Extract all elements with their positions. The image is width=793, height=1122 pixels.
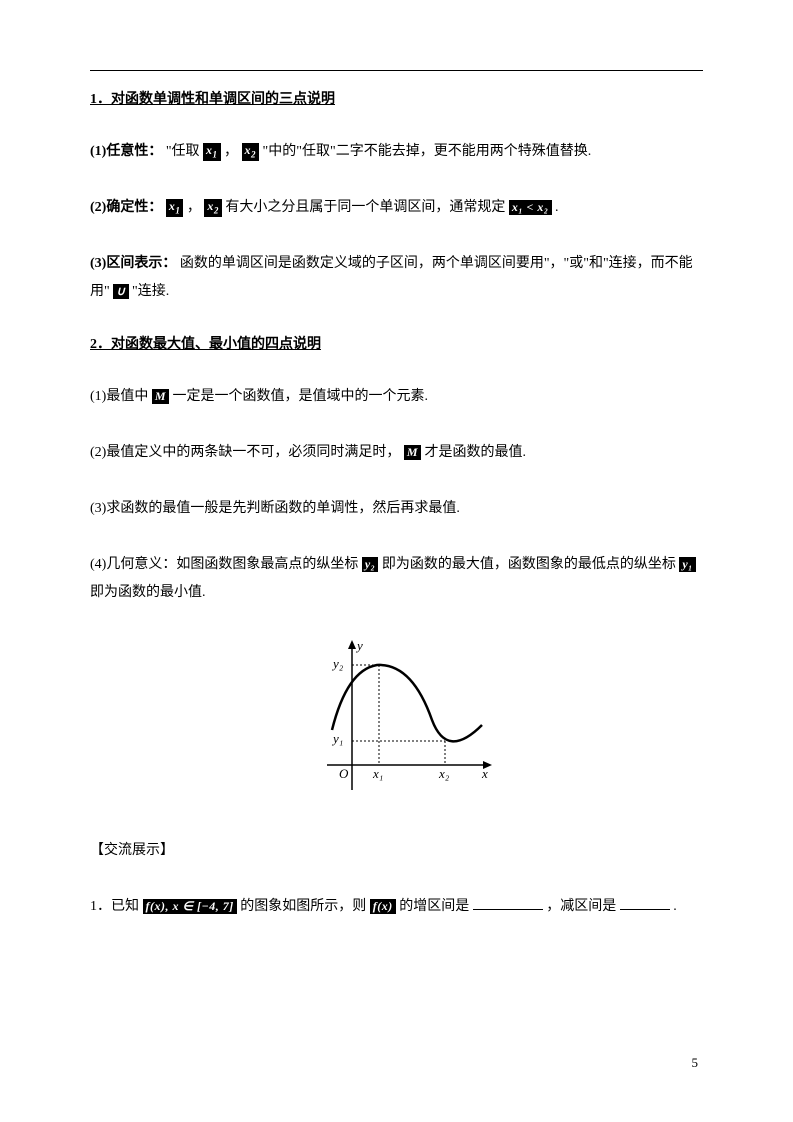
blank-increase [473,896,543,910]
exchange-header: 【交流展示】 [90,837,703,865]
variable-x1-box: x1 [203,143,221,161]
y-axis-label: y [355,638,363,653]
s2-item-1-b: 一定是一个函数值，是值域中的一个元素. [173,389,429,404]
section-2-header: 2．对函数最大值、最小值的四点说明 [90,334,703,355]
m-box-1: M [152,389,169,404]
section-1-item-1: (1)任意性： "任取 x1 ， x2 "中的"任取"二字不能去掉，更不能用两个… [90,138,703,166]
origin-label: O [339,766,349,781]
item-2-text-a: 有大小之分且属于同一个单调区间，通常规定 [225,200,505,215]
item-2-label: (2)确定性： [90,200,162,215]
q1-b: 的图象如图所示，则 [240,899,366,914]
item-3-text-a: 函数的单调区间是函数定义域的子区间，两个单调区间要用"，"或"和"连接，而不能用… [90,256,693,299]
y1-box: y₁ [679,557,696,572]
item-1-comma: ， [224,144,238,159]
variable-x2-box: x2 [242,143,260,161]
item-1-label: (1)任意性： [90,144,162,159]
s2-item-2-b: 才是函数的最值. [425,445,527,460]
section-1-header: 1．对函数单调性和单调区间的三点说明 [90,89,703,110]
x1-label: x₁ [372,766,383,781]
x2-label: x₂ [438,766,450,781]
section-2-item-4: (4)几何意义：如图函数图象最高点的纵坐标 y₂ 即为函数的最大值，函数图象的最… [90,551,703,607]
x-axis-label: x [481,766,488,781]
section-2-item-3: (3)求函数的最值一般是先判断函数的单调性，然后再求最值. [90,495,703,523]
s2-item-1-a: (1)最值中 [90,389,148,404]
section-2-item-2: (2)最值定义中的两条缺一不可，必须同时满足时， M 才是函数的最值. [90,439,703,467]
section-2-item-1: (1)最值中 M 一定是一个函数值，是值域中的一个元素. [90,383,703,411]
y2-label: y₂ [331,656,344,671]
section-1-item-3: (3)区间表示： 函数的单调区间是函数定义域的子区间，两个单调区间要用"，"或"… [90,250,703,306]
inequality-box: x₁ < x₂ [509,200,552,215]
y1-label: y₁ [331,731,343,746]
item-2-text-b: . [555,200,559,215]
q1-domain-box: f(x), x ∈ [−4, 7] [143,899,237,914]
function-graph: y y₂ y₁ O x₁ x₂ x [90,635,703,807]
section-1-item-2: (2)确定性： x1 ， x2 有大小之分且属于同一个单调区间，通常规定 x₁ … [90,194,703,222]
item-2-comma: ， [187,200,201,215]
q1-c: 的增区间是 [399,899,469,914]
q1-fx-box: f(x) [370,899,396,914]
union-box: ∪ [113,284,128,299]
item-1-text-b: "中的"任取"二字不能去掉，更不能用两个特殊值替换. [263,144,592,159]
m-box-2: M [404,445,421,460]
y2-box: y₂ [362,557,379,572]
variable-x1-box-2: x1 [166,199,184,217]
s2-item-4-c: 即为函数的最小值. [90,585,206,600]
page-number: 5 [692,1053,699,1073]
s2-item-2-a: (2)最值定义中的两条缺一不可，必须同时满足时， [90,445,400,460]
item-3-text-b: "连接. [132,284,169,299]
s2-item-4-b: 即为函数的最大值，函数图象的最低点的纵坐标 [382,557,676,572]
top-divider [90,70,703,71]
item-3-label: (3)区间表示： [90,256,176,271]
question-1: 1．已知 f(x), x ∈ [−4, 7] 的图象如图所示，则 f(x) 的增… [90,893,703,921]
q1-e: . [673,899,677,914]
item-1-text-a: "任取 [166,144,200,159]
variable-x2-box-2: x2 [204,199,222,217]
s2-item-4-a: (4)几何意义：如图函数图象最高点的纵坐标 [90,557,358,572]
q1-a: 1．已知 [90,899,139,914]
graph-svg: y y₂ y₁ O x₁ x₂ x [297,635,497,800]
q1-d: ，减区间是 [546,899,616,914]
blank-decrease [620,896,670,910]
